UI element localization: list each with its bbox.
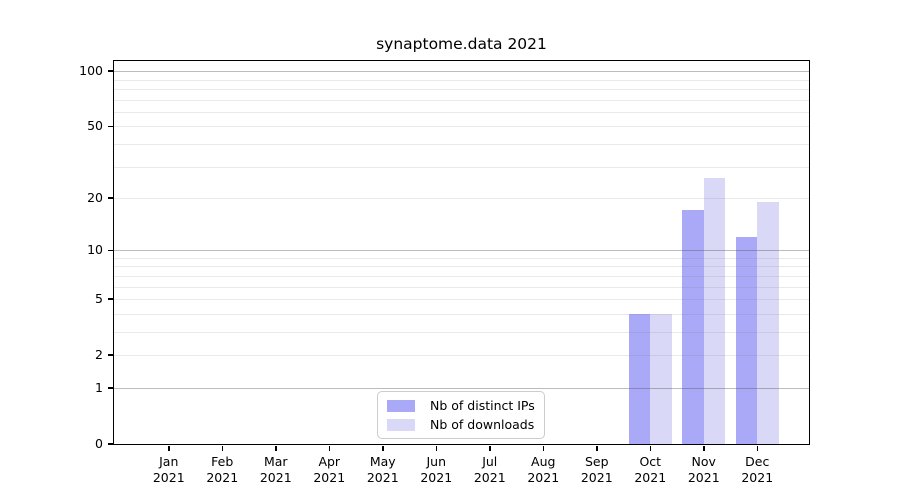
y-tick-50	[107, 125, 113, 128]
y-tick-20	[107, 197, 113, 199]
axis-ticks-layer: 0 1 2 5 10 20 50 100 Jan 2021 Feb 2021 Mar 2021 Apr…	[79, 61, 809, 485]
legend-item-downloads: Nb of downloads	[387, 418, 535, 431]
x-tick-label-dec: Dec 2021	[741, 454, 774, 485]
x-tick-label-feb: Feb 2021	[206, 454, 239, 485]
major-gridline-100	[114, 71, 809, 73]
minor-gridline-6	[114, 286, 809, 288]
bar-nov-downloads	[703, 177, 726, 444]
major-gridline-1	[114, 387, 809, 389]
major-gridline-10	[114, 250, 809, 252]
legend-item-distinct-ips: Nb of distinct IPs	[387, 399, 535, 412]
x-tick-label-may: May 2021	[366, 454, 399, 485]
bar-nov-distinct-ips	[682, 210, 704, 444]
x-tick-aug	[542, 445, 544, 451]
legend-label-distinct-ips: Nb of distinct IPs	[430, 398, 535, 413]
x-tick-oct	[649, 445, 651, 451]
x-tick-mar	[275, 445, 277, 451]
minor-gridline-8	[114, 266, 809, 268]
x-tick-feb	[221, 445, 223, 451]
x-tick-label-jun: Jun 2021	[420, 454, 453, 485]
minor-gridline-20	[114, 198, 809, 200]
legend-swatch-distinct-ips	[387, 399, 415, 412]
x-tick-label-mar: Mar 2021	[259, 454, 292, 485]
minor-gridline-60	[114, 111, 809, 113]
y-tick-label-100: 100	[79, 63, 103, 79]
x-tick-label-jan: Jan 2021	[152, 454, 185, 485]
minor-gridline-50	[114, 126, 809, 128]
minor-gridline-80	[114, 88, 809, 90]
legend-label-downloads: Nb of downloads	[430, 417, 535, 432]
legend-swatch-downloads	[387, 418, 415, 431]
y-tick-1	[107, 387, 113, 389]
minor-gridline-70	[114, 99, 809, 101]
gridlines-layer	[114, 61, 809, 444]
minor-gridline-30	[114, 166, 809, 168]
x-tick-label-oct: Oct 2021	[634, 454, 667, 485]
bar-oct-distinct-ips	[628, 313, 651, 444]
x-tick-label-aug: Aug 2021	[527, 454, 560, 485]
y-tick-label-10: 10	[87, 242, 103, 258]
x-tick-may	[382, 445, 384, 451]
y-tick-10	[107, 249, 113, 252]
y-tick-5	[107, 298, 113, 300]
x-tick-dec	[756, 445, 758, 451]
minor-gridline-7	[114, 275, 809, 277]
x-tick-jan	[168, 445, 170, 451]
minor-gridline-5	[114, 299, 809, 301]
chart-title: synaptome.data 2021	[376, 35, 547, 53]
legend: Nb of distinct IPs Nb of downloads	[377, 391, 545, 439]
minor-gridline-3	[114, 331, 809, 333]
bar-oct-downloads	[650, 313, 672, 444]
minor-gridline-4	[114, 313, 809, 315]
y-tick-2	[107, 354, 113, 356]
x-tick-jun	[435, 445, 437, 451]
minor-gridline-2	[114, 355, 809, 357]
x-tick-label-apr: Apr 2021	[313, 454, 346, 485]
y-tick-100	[107, 70, 113, 72]
plot-area: 0 1 2 5 10 20 50 100 Jan 2021 Feb 2021 Mar 2021 Apr…	[79, 60, 810, 485]
x-tick-sep	[596, 445, 598, 451]
bar-dec-downloads	[757, 201, 779, 444]
x-tick-label-sep: Sep 2021	[580, 454, 613, 485]
x-tick-nov	[703, 445, 705, 451]
y-tick-label-0: 0	[95, 436, 103, 451]
y-tick-label-50: 50	[87, 118, 103, 134]
x-tick-apr	[328, 445, 330, 451]
bars-layer	[114, 61, 809, 444]
x-tick-label-nov: Nov 2021	[687, 454, 720, 485]
minor-gridline-90	[114, 79, 809, 81]
x-tick-jul	[489, 445, 491, 451]
bar-dec-distinct-ips	[735, 236, 758, 444]
minor-gridline-9	[114, 257, 809, 259]
y-tick-label-5: 5	[95, 291, 103, 307]
minor-gridline-40	[114, 143, 809, 145]
y-tick-label-20: 20	[87, 190, 103, 206]
y-tick-label-2: 2	[95, 347, 103, 363]
x-tick-label-jul: Jul 2021	[473, 454, 506, 485]
y-tick-0	[107, 443, 113, 445]
y-tick-label-1: 1	[95, 379, 103, 395]
